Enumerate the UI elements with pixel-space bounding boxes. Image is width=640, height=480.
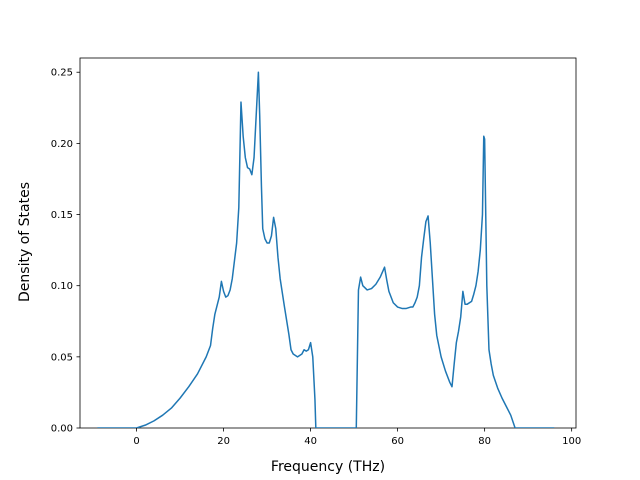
y-tick-label: 0.00 bbox=[51, 424, 73, 435]
series-line-0 bbox=[97, 71, 555, 428]
x-tick-label: 0 bbox=[133, 436, 139, 447]
y-tick-label: 0.05 bbox=[51, 352, 73, 363]
x-axis-label: Frequency (THz) bbox=[271, 459, 385, 475]
x-tick-label: 20 bbox=[217, 436, 230, 447]
x-tick-label: 80 bbox=[478, 436, 491, 447]
y-axis-ticks: 0.00 0.05 0.10 0.15 0.20 0.25 bbox=[51, 68, 80, 435]
y-tick-label: 0.20 bbox=[51, 139, 73, 150]
x-tick-label: 40 bbox=[304, 436, 317, 447]
y-tick-label: 0.15 bbox=[51, 210, 73, 221]
y-axis-label: Density of States bbox=[17, 182, 33, 302]
series-layer bbox=[97, 71, 555, 428]
y-tick-label: 0.25 bbox=[51, 68, 73, 79]
y-tick-label: 0.10 bbox=[51, 281, 73, 292]
x-tick-label: 60 bbox=[391, 436, 404, 447]
x-axis-ticks: 0 20 40 60 80 100 bbox=[133, 428, 581, 447]
x-tick-label: 100 bbox=[562, 436, 581, 447]
